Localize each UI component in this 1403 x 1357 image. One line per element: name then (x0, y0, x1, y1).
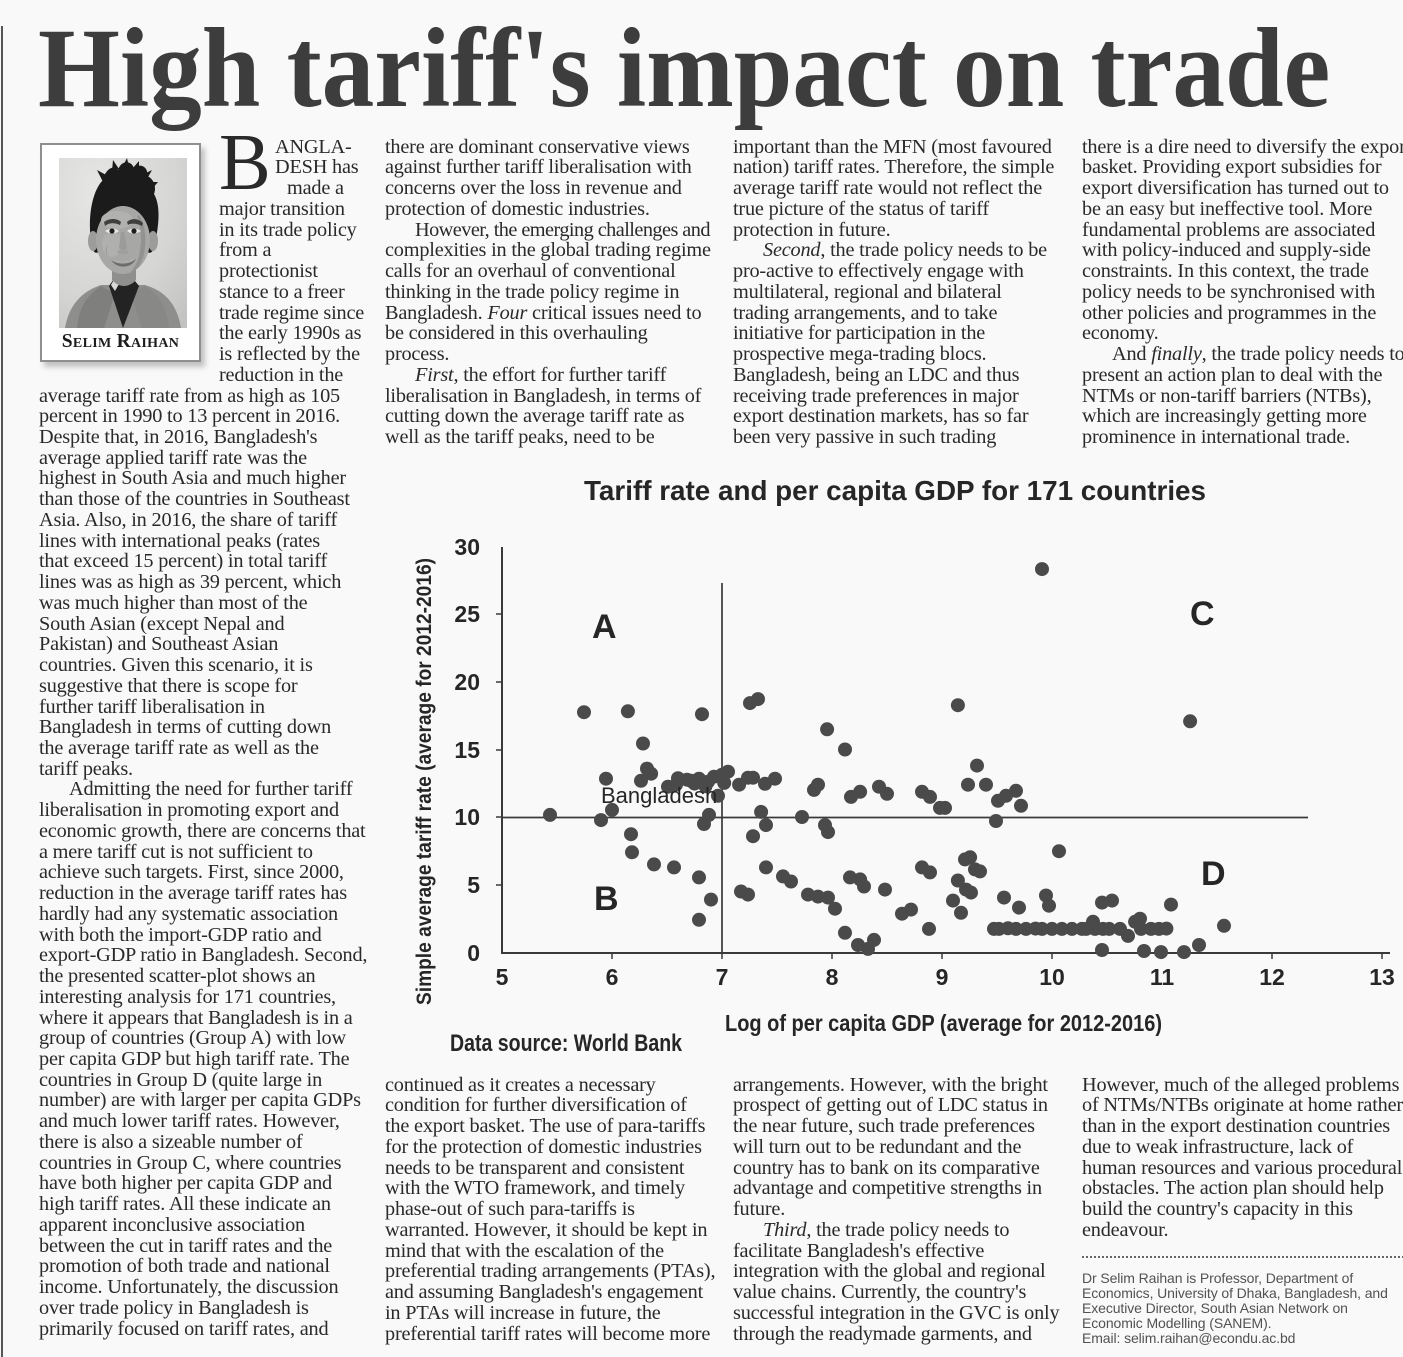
svg-text:0: 0 (467, 940, 480, 966)
svg-text:6: 6 (606, 964, 619, 990)
svg-text:9: 9 (936, 964, 949, 990)
svg-text:10: 10 (1039, 964, 1065, 990)
svg-text:12: 12 (1259, 964, 1285, 990)
svg-text:7: 7 (716, 964, 729, 990)
svg-text:13: 13 (1369, 964, 1395, 990)
svg-text:B: B (594, 880, 619, 918)
svg-text:C: C (1190, 595, 1215, 633)
svg-text:5: 5 (467, 872, 480, 898)
svg-text:Data source: World Bank: Data source: World Bank (450, 1030, 683, 1057)
svg-text:20: 20 (454, 669, 480, 695)
svg-text:Log of per capita GDP (average: Log of per capita GDP (average for 2012-… (725, 1010, 1162, 1036)
svg-text:25: 25 (454, 601, 480, 627)
svg-text:Tariff rate and per capita GDP: Tariff rate and per capita GDP for 171 c… (584, 475, 1206, 506)
svg-text:A: A (592, 608, 617, 646)
svg-text:10: 10 (454, 804, 480, 830)
svg-text:D: D (1201, 855, 1226, 893)
svg-text:Bangladesh: Bangladesh (601, 783, 717, 808)
svg-text:30: 30 (454, 534, 480, 560)
svg-text:8: 8 (826, 964, 839, 990)
svg-text:5: 5 (496, 964, 509, 990)
svg-text:Simple average tariff rate (av: Simple average tariff rate (average for … (413, 558, 436, 1005)
svg-text:11: 11 (1150, 964, 1175, 990)
svg-text:15: 15 (454, 737, 480, 763)
